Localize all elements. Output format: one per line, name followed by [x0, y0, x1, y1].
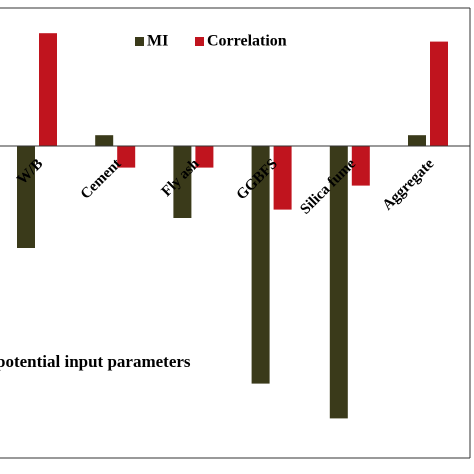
x-tick-label: Aggregate	[380, 156, 438, 214]
bar	[351, 146, 370, 186]
bar	[430, 41, 448, 146]
x-tick-label: Silica fume	[297, 156, 359, 218]
bar	[17, 146, 35, 248]
bar	[195, 146, 214, 168]
legend-swatch	[195, 37, 204, 46]
bar	[39, 33, 57, 147]
bar	[173, 146, 192, 218]
bar	[95, 135, 114, 146]
x-tick-label: Cement	[78, 156, 125, 203]
legend-swatch	[135, 37, 144, 46]
bar	[117, 146, 136, 168]
x-axis-title: potential input parameters	[0, 352, 191, 371]
bar	[329, 146, 348, 419]
bar	[251, 146, 270, 384]
legend-label: Correlation	[207, 33, 287, 50]
bar	[408, 135, 426, 146]
bar	[273, 146, 292, 210]
legend-label: MI	[147, 33, 168, 50]
